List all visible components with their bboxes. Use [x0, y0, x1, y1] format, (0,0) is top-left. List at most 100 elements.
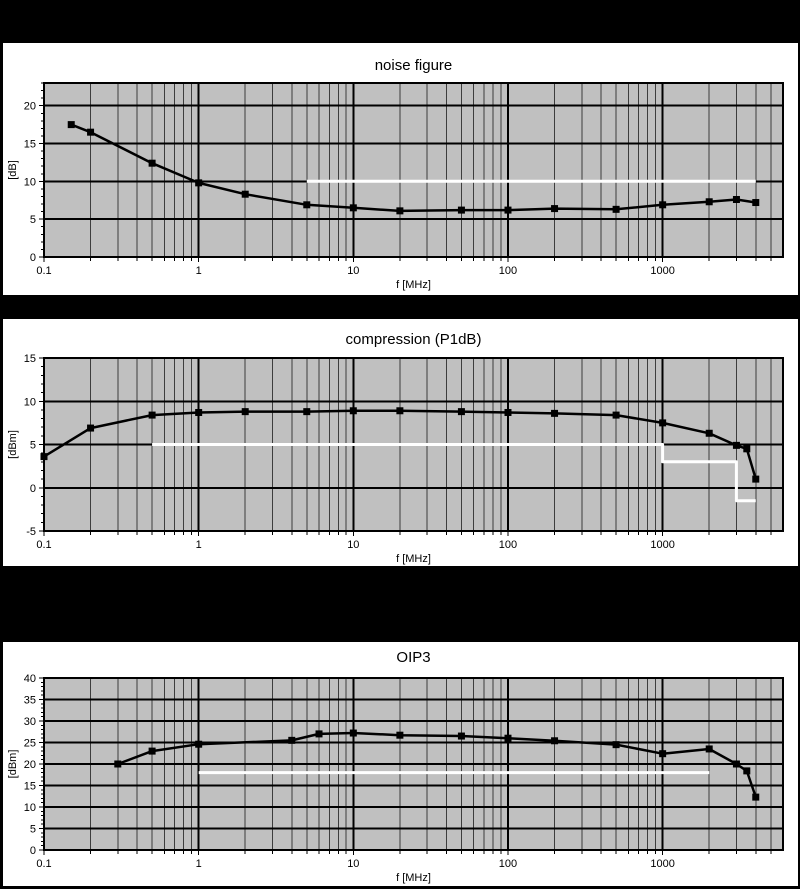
y-tick-label: 0	[30, 252, 36, 264]
x-tick-label: 0.1	[36, 265, 51, 277]
data-point-marker	[195, 740, 203, 748]
x-tick-label: 10	[347, 265, 359, 277]
data-point-marker	[504, 408, 512, 416]
data-point-marker	[349, 729, 357, 737]
data-point-marker	[148, 411, 156, 419]
y-tick-label: 0	[30, 483, 36, 495]
plot-border	[43, 357, 784, 532]
data-point-marker	[195, 179, 203, 187]
x-tick-label: 1	[196, 265, 202, 277]
data-point-marker	[349, 407, 357, 415]
data-point-marker	[705, 429, 713, 437]
x-tick-label: 10	[347, 539, 359, 551]
data-point-marker	[303, 201, 311, 209]
data-point-marker	[732, 441, 740, 449]
x-tick-label: 1	[196, 858, 202, 870]
data-point-marker	[241, 408, 249, 416]
y-tick-label: 40	[24, 673, 36, 685]
data-point-marker	[457, 408, 465, 416]
data-point-marker	[732, 196, 740, 204]
data-point-marker	[349, 204, 357, 212]
data-point-marker	[396, 731, 404, 739]
chart-title: noise figure	[374, 57, 453, 74]
y-tick-label: 15	[24, 353, 36, 365]
y-tick-label: -5	[26, 526, 36, 538]
spec-limit-line	[152, 443, 756, 503]
y-tick-label: 10	[24, 176, 36, 188]
y-tick-label: 10	[24, 802, 36, 814]
data-point-marker	[752, 793, 760, 801]
x-tick-label: 0.1	[36, 858, 51, 870]
y-tick-label: 5	[30, 440, 36, 452]
data-point-marker	[732, 760, 740, 768]
data-point-marker	[303, 408, 311, 416]
x-tick-label: 1	[196, 539, 202, 551]
data-point-marker	[612, 205, 620, 213]
oip3-measured	[117, 731, 757, 798]
plot-area	[44, 83, 783, 257]
data-point-marker	[752, 475, 760, 483]
data-point-marker	[705, 745, 713, 753]
data-point-marker	[551, 409, 559, 417]
y-tick-label: 20	[24, 759, 36, 771]
data-point-marker	[743, 767, 751, 775]
y-axis-label: [dBm]	[7, 750, 19, 779]
data-point-marker	[551, 205, 559, 213]
y-tick-label: 15	[24, 139, 36, 151]
data-point-marker	[241, 190, 249, 198]
noise-figure-panel: noise figure 0.1 1 10 100 1000 0 5 10 15 20 [dB] …	[3, 43, 798, 295]
x-tick-label: 1000	[650, 265, 674, 277]
noise-figure-measured	[70, 123, 756, 213]
x-axis-label: f [MHz]	[396, 872, 431, 884]
y-axis-label: [dBm]	[7, 430, 19, 459]
y-tick-label: 20	[24, 101, 36, 113]
data-point-marker	[87, 128, 95, 136]
y-tick-label: 35	[24, 695, 36, 707]
data-point-marker	[612, 411, 620, 419]
x-tick-label: 100	[499, 265, 517, 277]
data-point-marker	[148, 747, 156, 755]
chart-title: compression (P1dB)	[345, 331, 482, 348]
data-point-marker	[659, 201, 667, 209]
data-point-marker	[705, 198, 713, 206]
y-tick-label: 25	[24, 738, 36, 750]
data-point-marker	[612, 741, 620, 749]
data-point-marker	[114, 760, 122, 768]
data-point-marker	[551, 737, 559, 745]
data-point-marker	[504, 206, 512, 214]
y-tick-label: 5	[30, 214, 36, 226]
x-tick-label: 1000	[650, 539, 674, 551]
data-point-marker	[396, 407, 404, 415]
data-point-marker	[315, 730, 323, 738]
plot-border	[43, 82, 784, 258]
compression-panel: compression (P1dB) 0.1 1 10 100 1000 -5 0 5 10 15…	[3, 319, 798, 566]
data-point-marker	[195, 408, 203, 416]
data-point-marker	[457, 732, 465, 740]
chart-title: OIP3	[396, 649, 431, 666]
data-point-marker	[87, 424, 95, 432]
plot-border	[43, 677, 784, 851]
data-point-marker	[457, 206, 465, 214]
x-axis-label: f [MHz]	[396, 553, 431, 565]
y-tick-label: 0	[30, 845, 36, 857]
oip3-chart: 0.1 1 10 100 1000 0 5 10 15 20 25 30 35 40 [dBm] f [M…	[7, 673, 784, 884]
data-point-marker	[659, 750, 667, 758]
y-tick-label: 15	[24, 781, 36, 793]
y-tick-label: 10	[24, 396, 36, 408]
data-point-marker	[743, 445, 751, 453]
y-tick-label: 5	[30, 824, 36, 836]
data-point-marker	[396, 207, 404, 215]
x-tick-label: 1000	[650, 858, 674, 870]
x-tick-label: 100	[499, 858, 517, 870]
compression-chart: 0.1 1 10 100 1000 -5 0 5 10 15 [dBm] f [MHz]	[7, 353, 784, 565]
x-tick-label: 0.1	[36, 539, 51, 551]
data-point-marker	[288, 736, 296, 744]
x-tick-label: 10	[347, 858, 359, 870]
data-point-marker	[67, 121, 75, 129]
y-tick-label: 30	[24, 716, 36, 728]
oip3-panel: OIP3 0.1 1 10 100 1000 0 5 10 15 20 25 30 35 40 [dBm]…	[3, 642, 798, 886]
data-point-marker	[504, 734, 512, 742]
noise-figure-chart: 0.1 1 10 100 1000 0 5 10 15 20 [dB] f [MHz]	[7, 82, 784, 291]
y-axis-label: [dB]	[7, 160, 19, 180]
data-point-marker	[148, 159, 156, 167]
